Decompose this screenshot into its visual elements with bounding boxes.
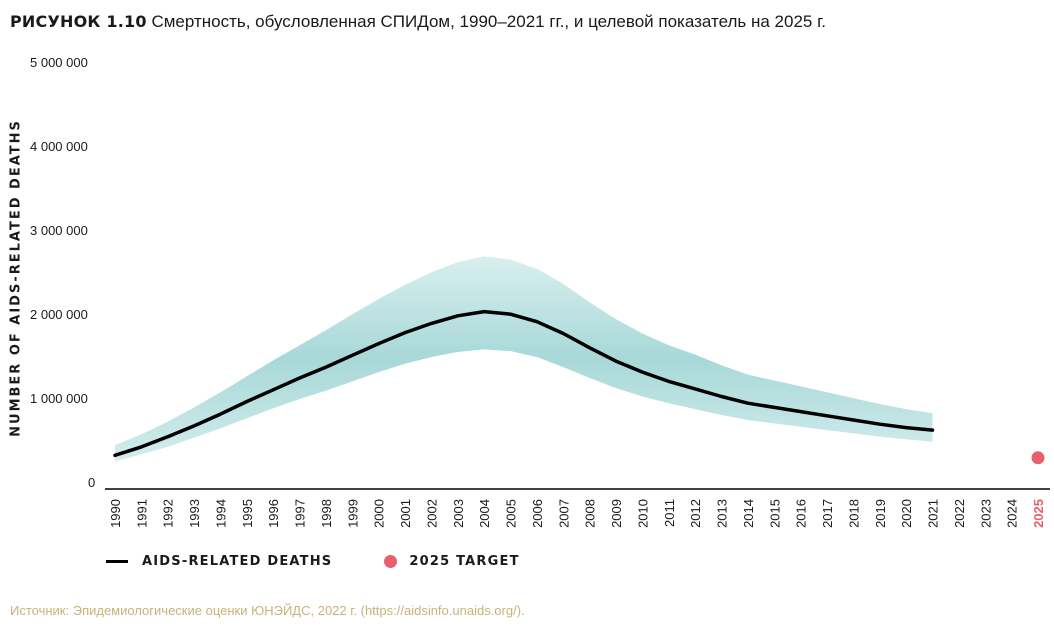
x-tick-label: 1996 xyxy=(266,499,281,528)
x-tick-label: 2017 xyxy=(820,499,835,528)
x-tick-label: 2016 xyxy=(794,499,809,528)
legend-target-label: 2025 TARGET xyxy=(409,554,520,569)
figure-title-text: Смертность, обусловленная СПИДом, 1990–2… xyxy=(146,12,826,31)
y-tick-label: 1 000 000 xyxy=(30,391,88,406)
x-tick-label: 1998 xyxy=(319,499,334,528)
x-tick-label: 1993 xyxy=(187,499,202,528)
x-tick-label: 2013 xyxy=(715,499,730,528)
x-tick-label: 1997 xyxy=(293,499,308,528)
legend-deaths-label: AIDS-RELATED DEATHS xyxy=(142,554,333,569)
x-tick-label: 2008 xyxy=(583,499,598,528)
x-tick-label: 2020 xyxy=(899,499,914,528)
figure-label: РИСУНОК 1.10 xyxy=(10,12,147,31)
x-tick-label: 2003 xyxy=(451,499,466,528)
uncertainty-band xyxy=(115,256,933,462)
x-tick-label: 2014 xyxy=(741,499,756,528)
x-tick-label: 2025 xyxy=(1031,499,1046,528)
x-tick-label: 2018 xyxy=(846,499,861,528)
x-tick-label: 2024 xyxy=(1005,499,1020,528)
x-tick-label: 2002 xyxy=(424,499,439,528)
x-tick-label: 2019 xyxy=(873,499,888,528)
x-tick-label: 2022 xyxy=(952,499,967,528)
x-tick-label: 2021 xyxy=(926,499,941,528)
x-tick-label: 2023 xyxy=(978,499,993,528)
legend: AIDS-RELATED DEATHS 2025 TARGET xyxy=(106,554,520,569)
x-tick-label: 2000 xyxy=(372,499,387,528)
x-tick-label: 1995 xyxy=(240,499,255,528)
y-tick-label: 4 000 000 xyxy=(30,139,88,154)
figure-title: РИСУНОК 1.10 Смертность, обусловленная С… xyxy=(10,12,826,32)
x-tick-label: 2004 xyxy=(477,499,492,528)
x-tick-label: 2011 xyxy=(662,499,677,527)
y-tick-label: 5 000 000 xyxy=(30,55,88,70)
x-tick-label: 2009 xyxy=(609,499,624,528)
x-tick-label: 2010 xyxy=(635,499,650,528)
x-tick-label: 1994 xyxy=(213,499,228,528)
x-tick-label: 2001 xyxy=(398,499,413,528)
source-note: Источник: Эпидемиологические оценки ЮНЭЙ… xyxy=(10,603,525,618)
x-tick-label: 1992 xyxy=(161,499,176,528)
y-tick-label: 0 xyxy=(88,475,95,490)
x-tick-label: 1990 xyxy=(108,499,123,528)
aids-deaths-line xyxy=(113,309,935,458)
y-tick-label: 2 000 000 xyxy=(30,307,88,322)
y-tick-label: 3 000 000 xyxy=(30,223,88,238)
legend-line-swatch xyxy=(106,560,128,563)
legend-target-swatch xyxy=(384,555,398,568)
x-tick-label: 1999 xyxy=(345,499,360,528)
target-2025-point xyxy=(1031,451,1045,465)
x-tick-label: 2006 xyxy=(530,499,545,528)
x-tick-label: 2007 xyxy=(556,499,571,528)
x-tick-label: 2012 xyxy=(688,499,703,528)
x-tick-label: 2015 xyxy=(767,499,782,528)
x-tick-label: 2005 xyxy=(504,499,519,528)
x-tick-label: 1991 xyxy=(134,499,149,528)
